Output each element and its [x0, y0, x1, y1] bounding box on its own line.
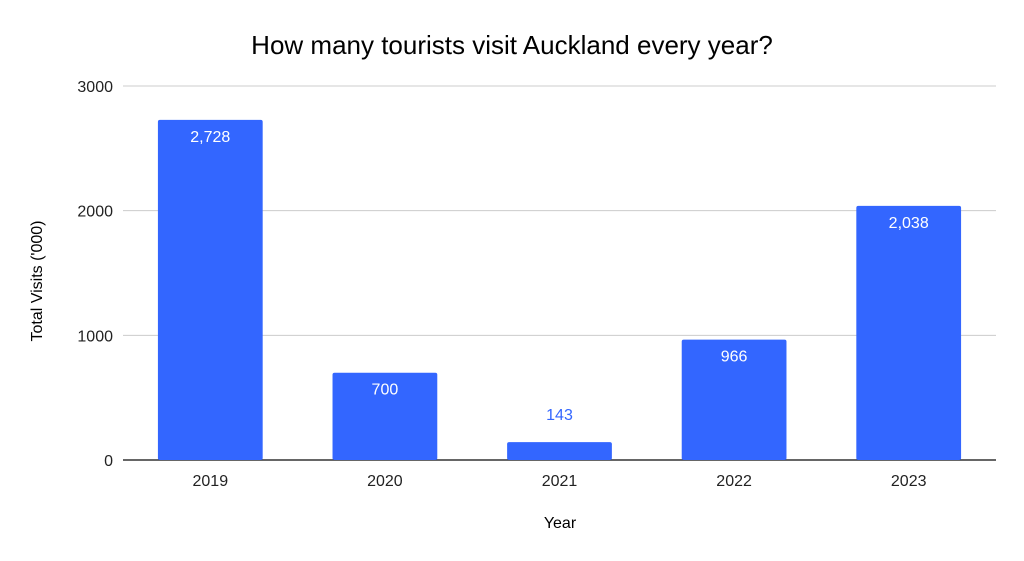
bar-2020: [332, 372, 438, 460]
x-tick-label: 2020: [367, 473, 403, 490]
x-axis-title: Year: [544, 515, 577, 532]
y-tick-label: 1000: [77, 328, 113, 345]
bars: [157, 119, 962, 460]
data-label-2021: 143: [546, 407, 573, 424]
x-tick-label: 2019: [193, 473, 229, 490]
bar-2023: [856, 205, 962, 460]
bar-2021: [507, 442, 612, 460]
y-axis-ticks: 0 1000 2000 3000: [77, 79, 113, 470]
x-tick-label: 2022: [716, 473, 752, 490]
chart-title: How many tourists visit Auckland every y…: [251, 30, 773, 60]
data-labels: 2,728 700 143 966 2,038: [190, 129, 929, 424]
data-label-2019: 2,728: [190, 129, 230, 146]
x-tick-label: 2021: [542, 473, 578, 490]
x-tick-label: 2023: [891, 473, 927, 490]
data-label-2020: 700: [372, 382, 399, 399]
bar-2022: [681, 339, 787, 460]
data-label-2022: 966: [721, 349, 748, 366]
x-axis-ticks: 2019 2020 2021 2022 2023: [193, 473, 927, 490]
y-tick-label: 3000: [77, 79, 113, 96]
bar-2019: [157, 119, 263, 460]
y-axis-title: Total Visits ('000): [29, 220, 46, 341]
y-tick-label: 2000: [77, 204, 113, 221]
y-tick-label: 0: [104, 453, 113, 470]
data-label-2023: 2,038: [889, 215, 929, 232]
